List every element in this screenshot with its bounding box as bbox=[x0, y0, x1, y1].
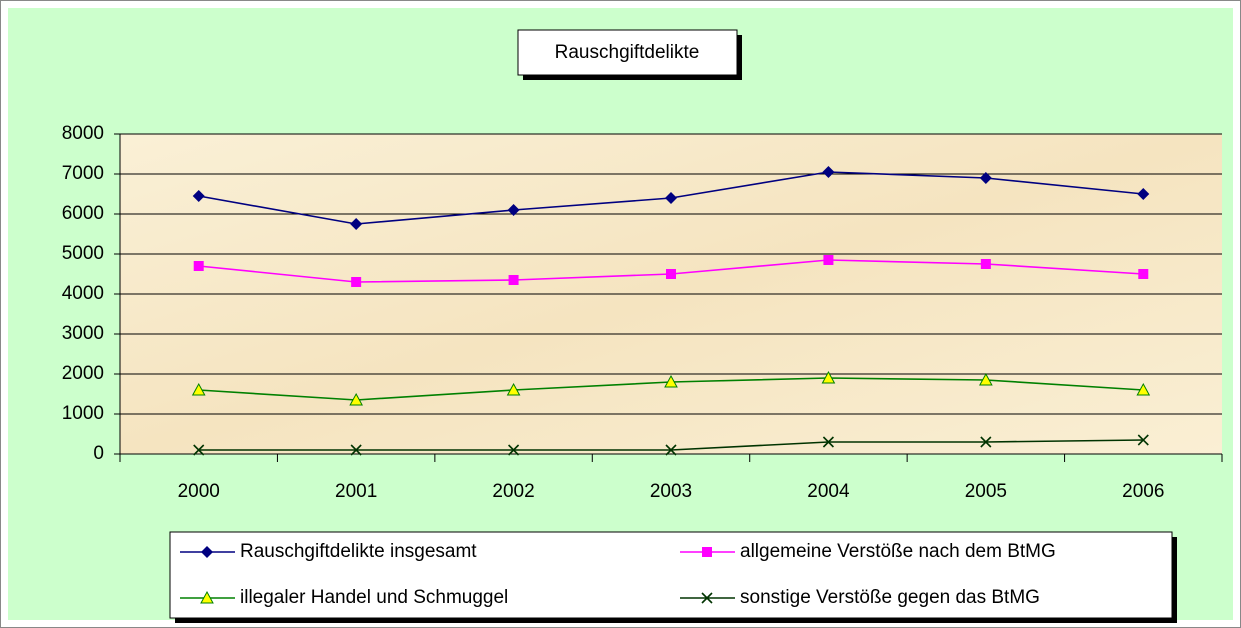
marker bbox=[822, 166, 835, 178]
x-tick-label: 2006 bbox=[1122, 481, 1164, 502]
y-tick-label: 8000 bbox=[62, 123, 104, 144]
y-tick-label: 4000 bbox=[62, 283, 104, 304]
marker bbox=[351, 277, 362, 287]
y-tick-label: 6000 bbox=[62, 203, 104, 224]
x-tick-label: 2002 bbox=[492, 481, 534, 502]
marker bbox=[702, 547, 712, 557]
legend-label: illegaler Handel und Schmuggel bbox=[240, 587, 508, 608]
marker bbox=[666, 269, 676, 279]
marker bbox=[665, 192, 677, 204]
y-tick-label: 2000 bbox=[62, 363, 104, 384]
chart-title: Rauschgiftdelikte bbox=[555, 42, 700, 63]
marker bbox=[979, 372, 993, 386]
marker bbox=[822, 436, 834, 448]
marker bbox=[665, 444, 677, 456]
marker bbox=[1138, 269, 1149, 279]
legend bbox=[169, 531, 1173, 619]
x-tick-label: 2004 bbox=[807, 481, 850, 502]
marker bbox=[507, 204, 520, 216]
marker bbox=[350, 218, 363, 230]
title-box bbox=[517, 29, 738, 76]
marker bbox=[350, 444, 362, 456]
legend-label: allgemeine Verstöße nach dem BtMG bbox=[740, 541, 1056, 562]
marker bbox=[1137, 434, 1149, 446]
marker bbox=[1137, 188, 1150, 200]
marker bbox=[193, 261, 204, 271]
marker bbox=[979, 172, 992, 184]
legend-label: Rauschgiftdelikte insgesamt bbox=[240, 541, 477, 562]
marker bbox=[201, 546, 213, 558]
marker bbox=[823, 255, 834, 265]
marker bbox=[508, 275, 519, 285]
x-tick-label: 2005 bbox=[965, 481, 1007, 502]
y-tick-label: 3000 bbox=[62, 323, 104, 344]
x-tick-label: 2001 bbox=[335, 481, 377, 502]
marker bbox=[508, 444, 520, 456]
marker bbox=[193, 444, 205, 456]
marker bbox=[506, 382, 521, 396]
x-tick-label: 2003 bbox=[650, 481, 692, 502]
marker bbox=[701, 592, 713, 604]
y-tick-label: 5000 bbox=[62, 243, 104, 264]
y-tick-label: 1000 bbox=[62, 403, 104, 424]
marker bbox=[664, 374, 678, 388]
marker bbox=[192, 190, 205, 202]
marker bbox=[349, 392, 363, 406]
y-tick-label: 0 bbox=[93, 443, 104, 464]
marker bbox=[200, 590, 214, 604]
legend-label: sonstige Verstöße gegen das BtMG bbox=[740, 587, 1040, 608]
marker bbox=[980, 259, 991, 269]
marker bbox=[191, 382, 206, 396]
x-tick-label: 2000 bbox=[178, 481, 220, 502]
marker bbox=[980, 436, 992, 448]
y-tick-label: 7000 bbox=[62, 163, 104, 184]
marker bbox=[821, 370, 836, 384]
marker bbox=[1136, 382, 1151, 396]
